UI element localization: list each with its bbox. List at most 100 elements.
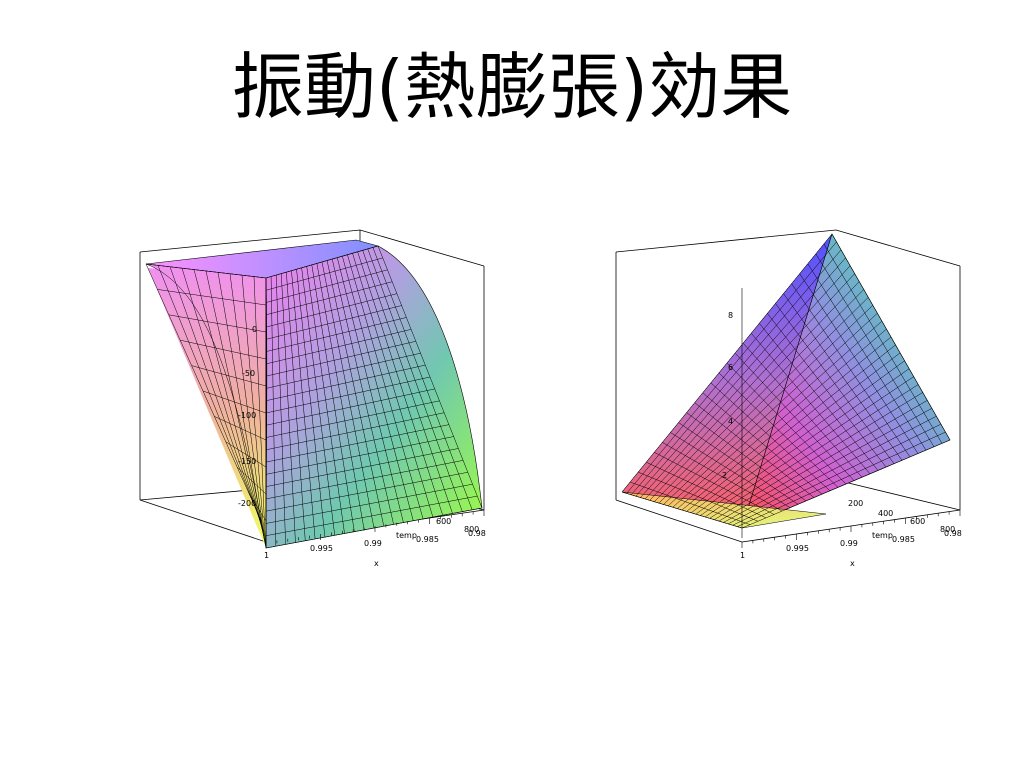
mesh-line (646, 462, 767, 519)
mesh-line (723, 408, 932, 523)
mesh-line (265, 448, 459, 487)
left-x-tick: 0.985 (416, 535, 439, 544)
mesh-line (202, 390, 267, 414)
left-plot-svg: 0 -50 -100 -150 -200 1 0.995 0.99 0.985 … (139, 229, 486, 568)
left-x-tick: 1 (264, 551, 269, 560)
mesh-line (229, 273, 265, 540)
mesh-line (709, 384, 919, 519)
right-temp-axis: temp 200 400 600 800 (848, 499, 955, 540)
right-x-label: x (850, 559, 855, 568)
mesh-line (265, 388, 435, 426)
mesh-line (253, 276, 266, 546)
mesh-line (342, 256, 414, 521)
mesh-line (237, 467, 267, 495)
mesh-line (710, 382, 831, 491)
left-z-tick: 0 (252, 325, 257, 334)
mesh-line (629, 481, 751, 525)
right-x-tick: 1 (740, 551, 745, 560)
left-x-tick: 0.995 (310, 544, 333, 553)
mesh-line (741, 439, 951, 529)
mesh-line (265, 495, 478, 536)
right-surface-grid (621, 233, 951, 529)
left-x-label: x (374, 559, 379, 568)
left-x-tick: 0.98 (468, 529, 486, 538)
mesh-line (377, 245, 483, 509)
left-temp-tick: 800 (464, 525, 479, 534)
right-x-tick: 0.985 (892, 535, 915, 544)
mesh-line (662, 442, 783, 512)
right-x-tick: 0.99 (840, 539, 858, 548)
right-z-tick: 6 (728, 363, 733, 372)
right-temp-tick: 400 (878, 509, 893, 518)
mesh-line (372, 247, 473, 510)
right-x-axis: 1 0.995 0.99 0.985 0.98 x (740, 510, 962, 568)
right-temp-tick: 800 (940, 525, 955, 534)
left-z-tick: -50 (242, 369, 255, 378)
mesh-line (691, 352, 901, 513)
left-z-tick: -150 (238, 457, 256, 466)
right-z-tick: 4 (728, 417, 733, 426)
right-surface (621, 233, 951, 529)
mesh-line (225, 441, 267, 468)
mesh-line (265, 460, 464, 500)
left-temp-axis: temp 600 800 (396, 517, 479, 540)
slide-title: 振動(熱膨張)効果 (231, 45, 793, 129)
left-temp-label: temp (396, 531, 417, 540)
left-z-tick: -100 (238, 411, 256, 420)
mesh-line (714, 392, 923, 520)
right-plot-svg: 2 4 6 8 1 0.995 0.99 0.985 0.98 x temp 2… (615, 229, 962, 568)
mesh-line (248, 492, 267, 522)
left-x-tick: 0.99 (364, 539, 382, 548)
mesh-line (702, 392, 823, 495)
mesh-line (265, 376, 431, 414)
mesh-line (217, 272, 264, 537)
mesh-line (352, 253, 434, 518)
mesh-line (686, 344, 896, 512)
mesh-line (265, 424, 449, 463)
mesh-line (326, 260, 385, 527)
mesh-line (654, 452, 775, 515)
left-z-tick: -200 (238, 499, 256, 508)
mesh-line (357, 251, 443, 516)
right-z-tick: 2 (722, 471, 727, 480)
mesh-line (265, 472, 468, 512)
mesh-line (621, 491, 743, 529)
mesh-line (695, 360, 905, 515)
mesh-line (331, 259, 394, 525)
mesh-line (265, 412, 445, 451)
left-surface-grid (145, 245, 483, 549)
mesh-line (259, 517, 267, 549)
mesh-line (638, 471, 759, 522)
left-x-axis: 1 0.995 0.99 0.985 0.98 x (264, 510, 486, 568)
mesh-line (367, 248, 463, 512)
mesh-line (337, 257, 404, 523)
mesh-line (694, 402, 815, 498)
mesh-line (678, 422, 799, 505)
mesh-line (686, 412, 807, 502)
mesh-line (265, 483, 473, 524)
right-temp-label: temp (872, 531, 893, 540)
right-z-axis: 2 4 6 8 (722, 288, 743, 538)
mesh-line (670, 432, 791, 508)
mesh-line (726, 362, 847, 485)
mesh-line (362, 250, 453, 514)
mesh-line (704, 376, 914, 518)
right-z-tick: 8 (728, 311, 733, 320)
mesh-line (265, 436, 454, 475)
mesh-line (347, 254, 424, 519)
mesh-line (700, 368, 910, 516)
right-temp-tick: 600 (910, 517, 925, 526)
left-surface-plot: 0 -50 -100 -150 -200 1 0.995 0.99 0.985 … (120, 218, 520, 578)
mesh-line (718, 400, 928, 522)
left-temp-tick: 600 (436, 517, 451, 526)
mesh-line (728, 416, 937, 525)
right-surface-plot: 2 4 6 8 1 0.995 0.99 0.985 0.98 x temp 2… (596, 218, 996, 578)
mesh-line (265, 507, 483, 549)
mesh-line (265, 400, 440, 438)
mesh-line (737, 431, 946, 527)
right-x-tick: 0.995 (786, 544, 809, 553)
mesh-line (718, 372, 839, 488)
mesh-line (214, 416, 267, 441)
right-temp-tick: 200 (848, 499, 863, 508)
mesh-line (241, 275, 266, 543)
